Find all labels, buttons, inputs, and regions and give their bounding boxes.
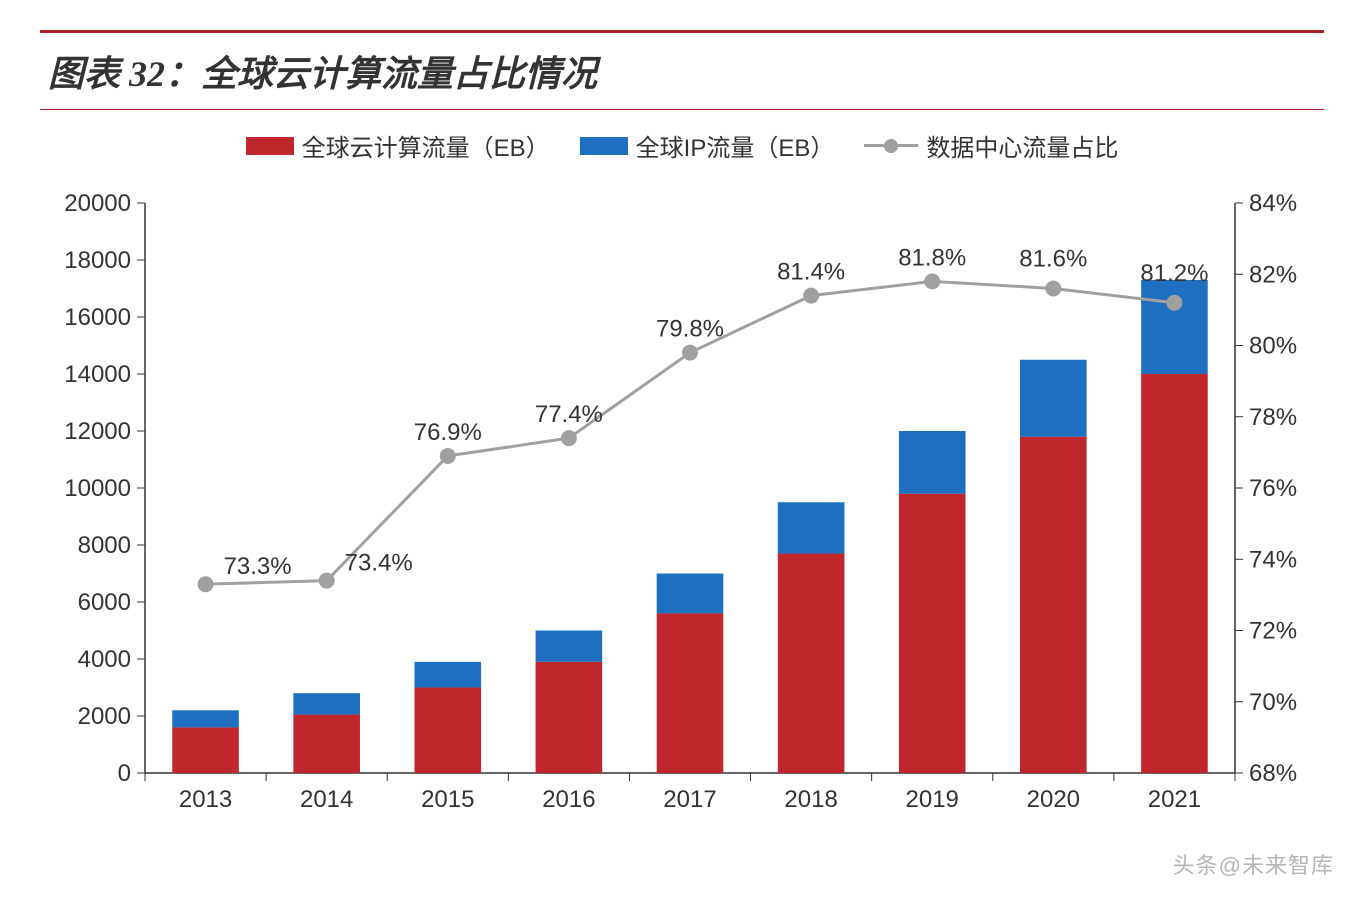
ratio-data-label: 76.9%	[414, 419, 482, 446]
figure-container: 图表 32：全球云计算流量占比情况 全球云计算流量（EB） 全球IP流量（EB）…	[0, 0, 1364, 898]
legend-label-cloud: 全球云计算流量（EB）	[302, 128, 550, 163]
ratio-data-label: 81.6%	[1019, 246, 1087, 273]
y-right-tick-label: 74%	[1249, 546, 1297, 573]
y-right-tick-label: 70%	[1249, 689, 1297, 716]
x-tick-label: 2016	[542, 786, 595, 813]
bar-ip	[1141, 280, 1208, 374]
x-tick-label: 2020	[1027, 786, 1080, 813]
bar-cloud	[172, 727, 239, 773]
ratio-data-label: 77.4%	[535, 401, 603, 428]
bar-ip	[293, 693, 360, 714]
legend: 全球云计算流量（EB） 全球IP流量（EB） 数据中心流量占比	[40, 128, 1324, 163]
chart-svg: 0 2000 4000 6000 8000 10000 12000 14000 16000 180…	[40, 173, 1324, 853]
legend-label-ratio: 数据中心流量占比	[926, 128, 1118, 163]
y-left-tick-label: 4000	[78, 646, 131, 673]
bar-cloud	[657, 613, 724, 773]
ratio-data-label: 73.4%	[345, 550, 413, 577]
y-left-tick-label: 10000	[64, 475, 131, 502]
x-tick-label: 2014	[300, 786, 353, 813]
bar-ip	[172, 710, 239, 727]
y-left-tick-label: 8000	[78, 532, 131, 559]
y-left-tick-label: 12000	[64, 418, 131, 445]
ratio-data-label: 79.8%	[656, 316, 724, 343]
legend-swatch-ip	[580, 137, 628, 155]
legend-label-ip: 全球IP流量（EB）	[636, 128, 835, 163]
y-left-tick-label: 6000	[78, 589, 131, 616]
y-right-tick-label: 72%	[1249, 618, 1297, 645]
ratio-marker	[924, 273, 940, 289]
ratio-data-label: 81.8%	[898, 244, 966, 271]
x-tick-label: 2019	[906, 786, 959, 813]
x-tick-label: 2015	[421, 786, 474, 813]
ratio-marker	[1166, 295, 1182, 311]
legend-item-cloud: 全球云计算流量（EB）	[246, 128, 550, 163]
y-right-tick-label: 78%	[1249, 404, 1297, 431]
bar-cloud	[414, 688, 481, 774]
legend-swatch-cloud	[246, 137, 294, 155]
ratio-data-label: 81.2%	[1140, 260, 1208, 287]
bar-cloud	[1141, 374, 1208, 773]
bar-ip	[536, 631, 603, 662]
y-right-tick-label: 68%	[1249, 760, 1297, 787]
x-tick-label: 2017	[663, 786, 716, 813]
legend-item-ip: 全球IP流量（EB）	[580, 128, 835, 163]
bar-ip	[1020, 360, 1087, 437]
x-tick-label: 2013	[179, 786, 232, 813]
bar-cloud	[293, 715, 360, 773]
y-right-tick-label: 84%	[1249, 190, 1297, 217]
bar-ip	[414, 662, 481, 688]
y-left-tick-label: 20000	[64, 190, 131, 217]
ratio-marker	[319, 573, 335, 589]
bar-ip	[778, 502, 845, 553]
bar-cloud	[899, 494, 966, 773]
title-band: 图表 32：全球云计算流量占比情况	[40, 30, 1324, 110]
y-left-tick-label: 0	[118, 760, 131, 787]
chart-area: 0 2000 4000 6000 8000 10000 12000 14000 16000 180…	[40, 173, 1324, 853]
bar-ip	[899, 431, 966, 494]
ratio-marker	[440, 448, 456, 464]
y-left-tick-label: 14000	[64, 361, 131, 388]
ratio-data-label: 81.4%	[777, 259, 845, 286]
y-right-tick-label: 76%	[1249, 475, 1297, 502]
y-left-tick-label: 2000	[78, 703, 131, 730]
bar-cloud	[1020, 437, 1087, 773]
ratio-marker	[1045, 281, 1061, 297]
y-right-tick-label: 82%	[1249, 261, 1297, 288]
y-right-tick-label: 80%	[1249, 333, 1297, 360]
y-left-tick-label: 18000	[64, 247, 131, 274]
legend-item-ratio: 数据中心流量占比	[864, 128, 1118, 163]
x-tick-label: 2021	[1148, 786, 1201, 813]
y-left-tick-label: 16000	[64, 304, 131, 331]
x-tick-label: 2018	[784, 786, 837, 813]
bar-ip	[657, 574, 724, 614]
ratio-data-label: 73.3%	[224, 553, 292, 580]
bar-cloud	[536, 662, 603, 773]
bar-cloud	[778, 554, 845, 773]
ratio-marker	[803, 288, 819, 304]
ratio-marker	[561, 430, 577, 446]
ratio-marker	[682, 345, 698, 361]
ratio-marker	[198, 576, 214, 592]
figure-title: 图表 32：全球云计算流量占比情况	[48, 45, 1316, 97]
legend-swatch-ratio	[864, 139, 918, 153]
